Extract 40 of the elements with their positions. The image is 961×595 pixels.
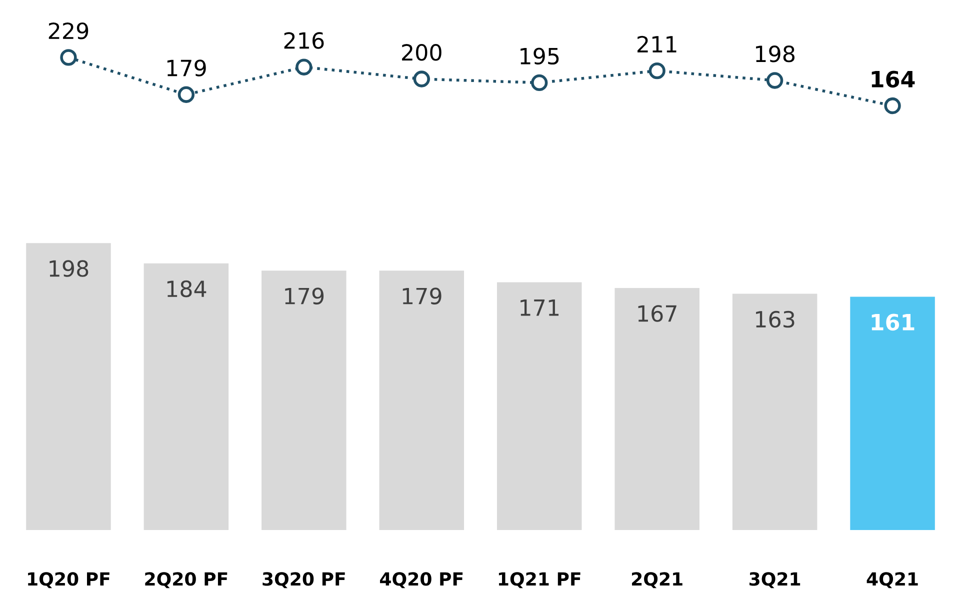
- bar: [496, 282, 582, 530]
- bar: [379, 270, 464, 530]
- bar: [732, 294, 818, 530]
- data-label: 216: [284, 32, 324, 49]
- data-label: 171: [520, 300, 559, 316]
- x-tick-label: 3Q20 PF: [262, 572, 345, 588]
- point: [413, 70, 430, 88]
- bar: [26, 243, 111, 530]
- data-label: 184: [167, 280, 206, 298]
- point: [648, 62, 666, 80]
- bar: [614, 288, 700, 530]
- x-tick-label: 3Q21: [749, 572, 800, 588]
- point: [531, 74, 548, 92]
- data-label: 229: [48, 22, 88, 40]
- point: [884, 97, 901, 114]
- x-tick-label: 1Q21 PF: [498, 572, 580, 588]
- data-label: 179: [285, 288, 324, 304]
- data-label: 179: [402, 288, 442, 304]
- data-label: 198: [50, 260, 88, 277]
- data-label: 179: [167, 60, 206, 76]
- data-label: 198: [756, 45, 794, 62]
- x-tick-label: 1Q20 PF: [28, 572, 110, 588]
- bar: [144, 263, 229, 530]
- x-tick-label: 2Q20 PF: [145, 572, 228, 588]
- data-label: 164: [872, 70, 915, 88]
- point: [60, 49, 77, 66]
- point: [766, 72, 784, 89]
- point: [296, 58, 312, 76]
- x-tick-label: 2Q21: [632, 572, 682, 588]
- point: [178, 86, 195, 103]
- bar: [262, 270, 346, 530]
- x-tick-label: 4Q21: [866, 572, 918, 588]
- x-tick-label: 4Q20 PF: [380, 572, 463, 588]
- data-label: 211: [638, 36, 676, 52]
- data-label: 161: [872, 314, 914, 331]
- bar: [850, 296, 935, 530]
- data-label: 163: [756, 310, 794, 328]
- data-label: 195: [520, 48, 559, 65]
- data-label: 167: [638, 305, 676, 322]
- data-label: 200: [402, 44, 442, 61]
